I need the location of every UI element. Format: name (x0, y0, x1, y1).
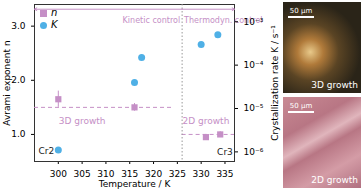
svg-text:3.0: 3.0 (11, 21, 26, 31)
html-text:2D growth: 2D growth (311, 175, 358, 185)
html-text:50 μm: 50 μm (289, 102, 313, 110)
svg-text:300: 300 (50, 169, 67, 179)
svg-text:Cr3: Cr3 (217, 147, 233, 157)
svg-text:335: 335 (216, 169, 233, 179)
svg-text:2.0: 2.0 (11, 75, 26, 85)
svg-text:Temperature / K: Temperature / K (98, 179, 172, 189)
html-text:K: K (51, 19, 58, 30)
svg-text:315: 315 (121, 169, 138, 179)
svg-text:3D growth: 3D growth (59, 116, 106, 126)
svg-text:10⁻⁴: 10⁻⁴ (244, 60, 264, 70)
svg-text:320: 320 (145, 169, 162, 179)
html-text:3D growth: 3D growth (311, 80, 358, 90)
svg-text:10⁻³: 10⁻³ (244, 17, 264, 27)
svg-text:10⁻⁶: 10⁻⁶ (244, 147, 264, 157)
svg-text:305: 305 (74, 169, 91, 179)
svg-text:Crystallization rate K / s⁻¹: Crystallization rate K / s⁻¹ (270, 25, 280, 141)
svg-text:Kinetic control: Kinetic control (123, 16, 181, 25)
svg-text:2D growth: 2D growth (183, 116, 230, 126)
svg-text:Avrami exponent n: Avrami exponent n (2, 40, 12, 125)
html-text:50 μm: 50 μm (289, 7, 313, 15)
svg-text:Thermodyn. control: Thermodyn. control (184, 15, 263, 25)
svg-text:1.0: 1.0 (11, 129, 26, 139)
svg-text:10⁻⁵: 10⁻⁵ (244, 103, 264, 113)
svg-text:330: 330 (193, 169, 210, 179)
svg-text:Cr2: Cr2 (39, 146, 55, 156)
html-text:n: n (51, 7, 58, 18)
svg-text:325: 325 (169, 169, 186, 179)
svg-text:310: 310 (97, 169, 114, 179)
